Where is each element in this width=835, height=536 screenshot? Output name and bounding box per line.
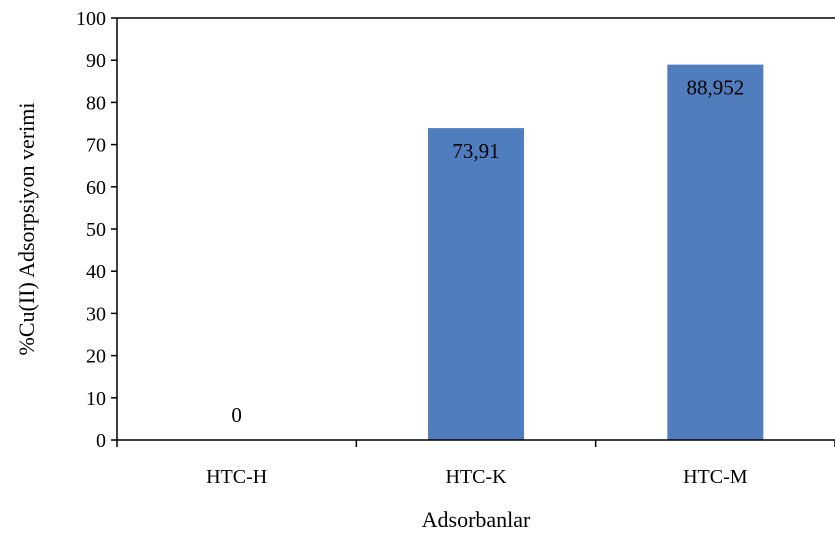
y-tick-label: 50 bbox=[86, 219, 106, 241]
data-label: 73,91 bbox=[452, 139, 499, 163]
y-axis-title: %Cu(II) Adsorpsiyon verimi bbox=[14, 103, 39, 356]
x-tick-label: HTC-H bbox=[206, 466, 267, 488]
bar bbox=[667, 64, 764, 440]
y-axis-ticks: 0 10 20 30 40 50 60 70 80 90 100 bbox=[76, 8, 117, 452]
data-labels: 0 73,91 88,952 bbox=[231, 76, 744, 427]
y-tick-label: 40 bbox=[86, 261, 106, 283]
bar bbox=[428, 128, 524, 440]
y-tick-label: 60 bbox=[86, 177, 106, 199]
y-tick-label: 10 bbox=[86, 388, 106, 410]
y-tick-label: 20 bbox=[86, 346, 106, 368]
data-label: 88,952 bbox=[686, 76, 744, 100]
y-tick-label: 100 bbox=[76, 8, 106, 30]
x-axis-ticks: HTC-H HTC-K HTC-M bbox=[116, 440, 835, 488]
y-tick-label: 0 bbox=[96, 430, 106, 452]
y-tick-label: 90 bbox=[86, 50, 106, 72]
x-tick-label: HTC-M bbox=[683, 466, 748, 488]
data-label: 0 bbox=[231, 403, 242, 427]
x-axis-title: Adsorbanlar bbox=[422, 507, 531, 532]
x-tick-label: HTC-K bbox=[445, 466, 507, 488]
y-tick-label: 30 bbox=[86, 303, 106, 325]
y-tick-label: 70 bbox=[86, 135, 106, 157]
y-tick-label: 80 bbox=[86, 92, 106, 114]
bars bbox=[428, 64, 764, 440]
